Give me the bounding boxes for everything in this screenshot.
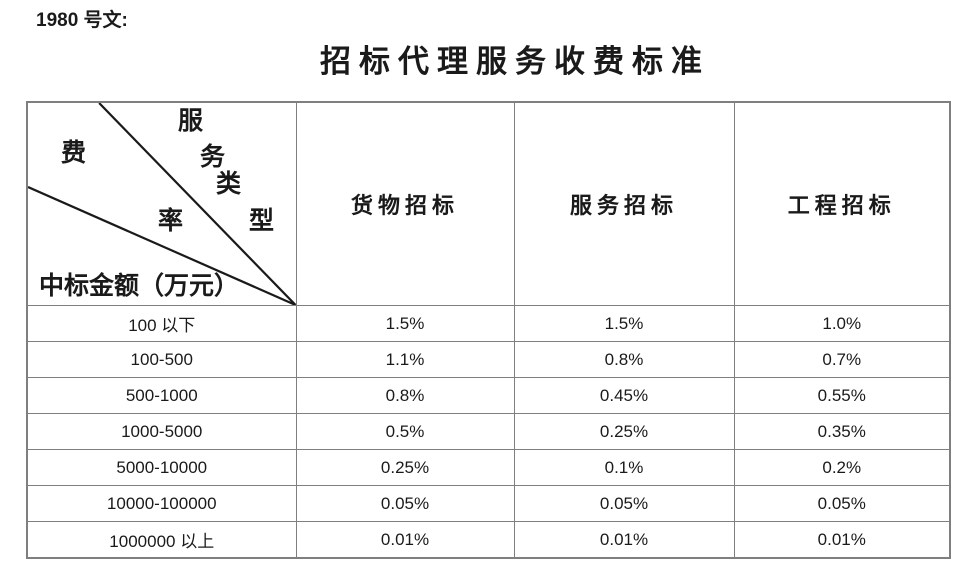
rate-cell: 0.05% — [295, 485, 515, 522]
table-row: 10000-100000 0.05% 0.05% 0.05% — [26, 485, 951, 522]
corner-rate-char: 费 — [61, 140, 87, 167]
rate-cell: 0.25% — [513, 413, 735, 450]
corner-service-type-char: 服 — [178, 108, 204, 135]
rate-cell: 0.35% — [733, 413, 951, 450]
table-row: 100 以下 1.5% 1.5% 1.0% — [26, 305, 951, 342]
rate-cell: 1.5% — [295, 305, 515, 342]
rate-cell: 0.7% — [733, 341, 951, 378]
table-row: 100-500 1.1% 0.8% 0.7% — [26, 341, 951, 378]
row-label-amount-range: 10000-100000 — [26, 485, 297, 522]
rate-cell: 0.5% — [295, 413, 515, 450]
rate-cell: 0.05% — [513, 485, 735, 522]
corner-service-type-char: 务 — [200, 144, 226, 171]
column-header-services-bidding: 服务招标 — [513, 101, 735, 306]
table-row: 5000-10000 0.25% 0.1% 0.2% — [26, 449, 951, 486]
corner-service-type-char: 型 — [249, 208, 275, 235]
corner-header-cell: 服 务 类 型 费 率 中标金额（万元） — [26, 101, 297, 306]
rate-cell: 0.55% — [733, 377, 951, 414]
rate-cell: 0.2% — [733, 449, 951, 486]
corner-amount-axis-label: 中标金额（万元） — [39, 273, 240, 300]
rate-cell: 0.01% — [295, 521, 515, 559]
row-label-amount-range: 100 以下 — [26, 305, 297, 342]
table-row: 500-1000 0.8% 0.45% 0.55% — [26, 377, 951, 414]
row-label-amount-range: 100-500 — [26, 341, 297, 378]
doc-ref-label: 1980 号文: — [36, 10, 128, 31]
rate-cell: 1.5% — [513, 305, 735, 342]
fee-table: 服 务 类 型 费 率 中标金额（万元） 货物招标 服务招标 工程招标 100 … — [26, 101, 951, 559]
rate-cell: 1.0% — [733, 305, 951, 342]
rate-cell: 0.01% — [733, 521, 951, 559]
row-label-amount-range: 1000-5000 — [26, 413, 297, 450]
row-label-amount-range: 1000000 以上 — [26, 521, 297, 559]
column-header-works-bidding: 工程招标 — [733, 101, 951, 306]
table-row: 1000000 以上 0.01% 0.01% 0.01% — [26, 521, 951, 559]
column-header-goods-bidding: 货物招标 — [295, 101, 515, 306]
rate-cell: 0.01% — [513, 521, 735, 559]
diagonal-divider-lines — [28, 103, 295, 305]
rate-cell: 0.1% — [513, 449, 735, 486]
rate-cell: 0.45% — [513, 377, 735, 414]
rate-cell: 0.25% — [295, 449, 515, 486]
rate-cell: 0.8% — [513, 341, 735, 378]
corner-service-type-char: 类 — [216, 171, 242, 198]
page-title: 招标代理服务收费标准 — [320, 44, 710, 79]
rate-cell: 0.8% — [295, 377, 515, 414]
rate-cell: 0.05% — [733, 485, 951, 522]
row-label-amount-range: 500-1000 — [26, 377, 297, 414]
corner-rate-char: 率 — [158, 208, 184, 235]
rate-cell: 1.1% — [295, 341, 515, 378]
row-label-amount-range: 5000-10000 — [26, 449, 297, 486]
table-row: 1000-5000 0.5% 0.25% 0.35% — [26, 413, 951, 450]
header-row: 服 务 类 型 费 率 中标金额（万元） 货物招标 服务招标 工程招标 — [26, 101, 951, 306]
